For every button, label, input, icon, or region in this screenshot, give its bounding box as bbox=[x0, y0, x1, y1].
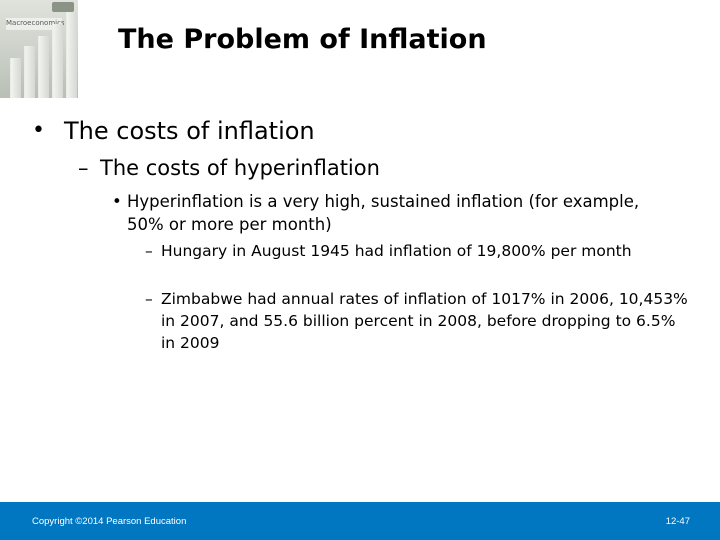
page-number: 12-47 bbox=[665, 516, 690, 527]
cover-column bbox=[52, 24, 63, 98]
bullet-level4-hungary: – Hungary in August 1945 had inflation o… bbox=[145, 240, 690, 262]
cover-title: Macroeconomics bbox=[6, 19, 64, 27]
bullet-level4-text: Hungary in August 1945 had inflation of … bbox=[161, 242, 632, 260]
cover-column bbox=[66, 12, 77, 98]
bullet-level3: • Hyperinflation is a very high, sustain… bbox=[112, 190, 672, 236]
cover-column bbox=[38, 36, 49, 98]
cover-column bbox=[10, 58, 21, 98]
bullet-level4-text: Zimbabwe had annual rates of inflation o… bbox=[161, 290, 688, 352]
bullet-level2-text: The costs of hyperinflation bbox=[100, 156, 380, 180]
footer-bar: Copyright ©2014 Pearson Education 12-47 bbox=[0, 502, 720, 540]
bullet-dot-icon: • bbox=[32, 118, 45, 143]
slide-title: The Problem of Inflation bbox=[118, 24, 487, 55]
bullet-level3-text: Hyperinflation is a very high, sustained… bbox=[127, 192, 640, 234]
cover-column bbox=[24, 46, 35, 98]
cover-title-band bbox=[6, 18, 62, 30]
bullet-level4-zimbabwe: – Zimbabwe had annual rates of inflation… bbox=[145, 288, 690, 354]
dash-icon: – bbox=[145, 290, 153, 308]
dash-icon: – bbox=[78, 156, 89, 180]
bullet-dot-icon: • bbox=[112, 192, 122, 211]
bullet-level1-text: The costs of inflation bbox=[64, 117, 315, 145]
dash-icon: – bbox=[145, 242, 153, 260]
copyright-text: Copyright ©2014 Pearson Education bbox=[32, 516, 187, 527]
book-cover-image: Macroeconomics bbox=[0, 0, 78, 98]
cover-badge bbox=[52, 2, 74, 12]
